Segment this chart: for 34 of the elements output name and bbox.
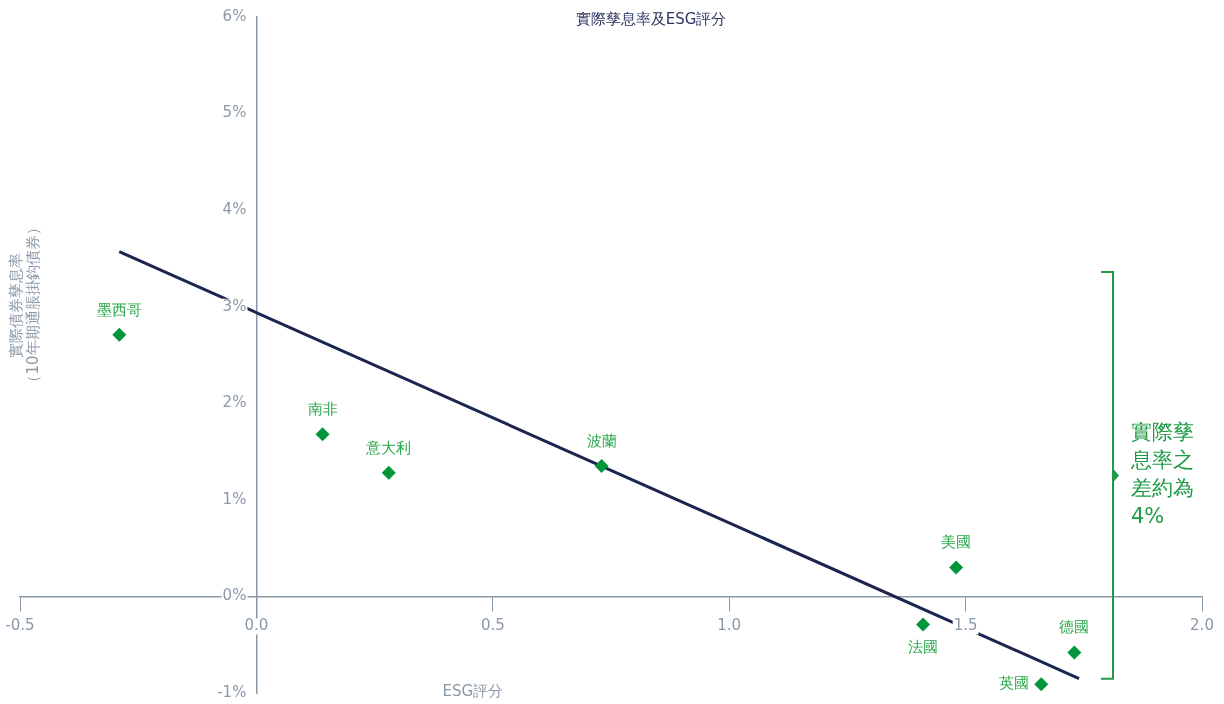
y-tick-label: 2% (222, 393, 247, 412)
annotation: 德國 (1059, 618, 1090, 637)
x-tick-label: 1.5 (953, 616, 978, 635)
point (1034, 677, 1049, 692)
chart-title: 實際孳息率及ESG評分 (575, 9, 727, 28)
point (381, 465, 396, 480)
x-tick-label: 0.5 (480, 616, 505, 635)
y-tick-label: 6% (222, 6, 247, 25)
annotation: 英國 (999, 674, 1030, 693)
y-tick-label: 4% (222, 200, 247, 219)
y-tick-label: 1% (222, 489, 247, 508)
y-tick-label: 5% (222, 103, 247, 122)
annotation: 南非 (307, 400, 338, 419)
point (916, 617, 931, 632)
annotation: 實際孳息率之差約為4% (1130, 419, 1194, 528)
annotation: 墨西哥 (96, 300, 142, 319)
x-tick-label: -0.5 (5, 616, 35, 635)
annotation: 美國 (941, 533, 972, 552)
point (594, 459, 609, 474)
point (949, 560, 964, 575)
point (112, 327, 127, 342)
annotation: 波蘭 (586, 431, 617, 450)
x-tick-label: 0.0 (244, 616, 269, 635)
annotation: 法國 (908, 638, 939, 657)
y-axis-title: 實際債券孳息率（10年期通脹掛鈎債券） (7, 220, 43, 390)
x-tick-label: 2.0 (1190, 616, 1214, 635)
point (315, 427, 330, 442)
y-tick-label: -1% (217, 682, 247, 701)
point (1067, 645, 1082, 660)
x-axis-title: ESG評分 (442, 681, 504, 700)
x-tick-label: 1.0 (717, 616, 742, 635)
annotation: 意大利 (365, 438, 412, 457)
y-tick-label: 3% (222, 296, 247, 315)
y-tick-label: 0% (222, 586, 247, 605)
